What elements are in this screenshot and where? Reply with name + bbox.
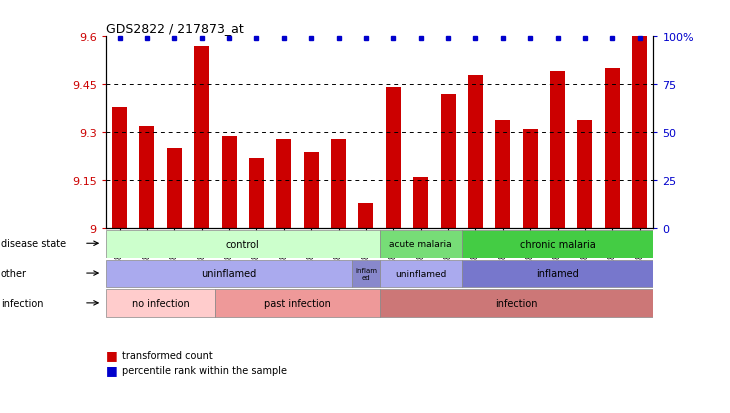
Bar <box>194 47 210 229</box>
Text: transformed count: transformed count <box>122 350 212 360</box>
Bar <box>221 136 237 229</box>
Bar <box>112 107 127 229</box>
Text: percentile rank within the sample: percentile rank within the sample <box>122 365 287 375</box>
Bar <box>632 37 648 229</box>
Text: infection: infection <box>1 298 43 308</box>
Text: ■: ■ <box>106 363 118 376</box>
Text: past infection: past infection <box>264 299 331 309</box>
Text: uninflamed: uninflamed <box>395 269 446 278</box>
Bar <box>385 88 401 229</box>
Text: no infection: no infection <box>131 299 190 309</box>
Bar <box>523 130 538 229</box>
Bar <box>139 127 155 229</box>
Bar <box>331 139 346 229</box>
Bar <box>462 230 653 258</box>
Bar <box>550 72 565 229</box>
Text: infection: infection <box>495 299 538 309</box>
Text: inflamed: inflamed <box>536 269 579 279</box>
Bar <box>577 120 593 229</box>
Bar <box>304 152 319 229</box>
Text: uninflamed: uninflamed <box>201 269 257 279</box>
Text: chronic malaria: chronic malaria <box>520 239 596 249</box>
Bar <box>380 260 462 288</box>
Bar <box>380 230 462 258</box>
Bar <box>462 260 653 288</box>
Text: disease state: disease state <box>1 239 66 249</box>
Bar <box>380 290 653 318</box>
Bar <box>495 120 510 229</box>
Text: acute malaria: acute malaria <box>389 240 452 249</box>
Bar <box>106 230 380 258</box>
Bar <box>413 178 429 229</box>
Text: ■: ■ <box>106 349 118 362</box>
Bar <box>166 149 182 229</box>
Bar <box>358 203 374 229</box>
Text: GDS2822 / 217873_at: GDS2822 / 217873_at <box>106 21 244 35</box>
Bar <box>249 159 264 229</box>
Bar <box>106 260 353 288</box>
Bar <box>215 290 380 318</box>
Text: other: other <box>1 268 27 278</box>
Bar <box>353 260 380 288</box>
Text: control: control <box>226 239 260 249</box>
Bar <box>440 95 456 229</box>
Text: inflam
ed: inflam ed <box>355 267 377 280</box>
Bar <box>468 76 483 229</box>
Bar <box>106 290 215 318</box>
Bar <box>276 139 291 229</box>
Bar <box>604 69 620 229</box>
